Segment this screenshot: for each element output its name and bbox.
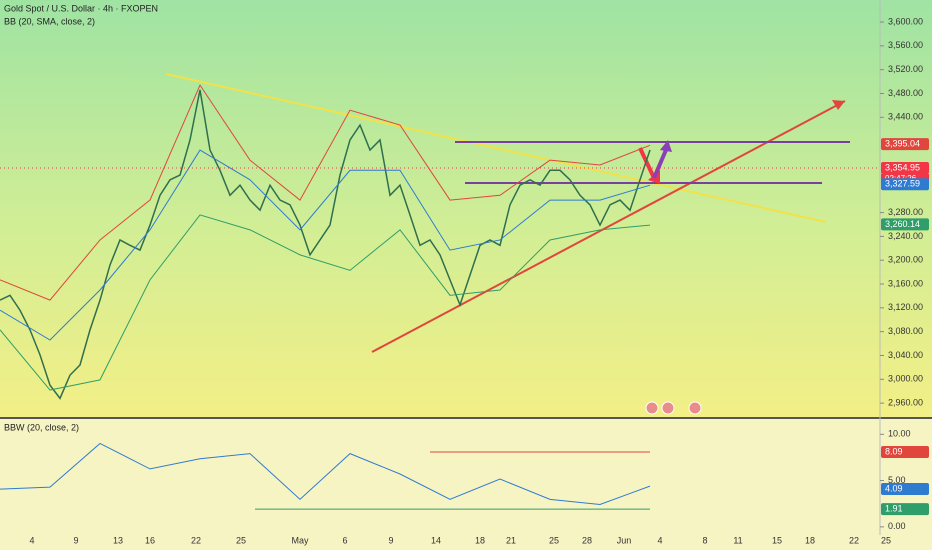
x-tick-label: 22	[191, 535, 201, 545]
price-label-box	[881, 161, 929, 174]
y-tick-label: 3,080.00	[888, 326, 923, 336]
y-tick-label: 3,280.00	[888, 207, 923, 217]
line-series	[0, 84, 651, 301]
y-tick-label: 3,560.00	[888, 40, 923, 50]
x-tick-label: 11	[733, 535, 742, 545]
y-tick-label: 3,240.00	[888, 231, 923, 241]
x-tick-label: 25	[881, 535, 891, 545]
price-label-box	[881, 503, 929, 516]
x-tick-label: 18	[475, 535, 485, 545]
price-label: 1.91	[885, 504, 903, 514]
y-tick-label: 5.00	[888, 475, 906, 485]
y-tick-label: 3,440.00	[888, 112, 923, 122]
x-tick-label: 22	[849, 535, 859, 545]
event-icon[interactable]	[645, 401, 659, 415]
x-tick-label: 13	[113, 535, 123, 545]
x-tick-label: Jun	[617, 535, 632, 545]
x-tick-label: 4	[29, 535, 34, 545]
price-label-box	[881, 178, 929, 191]
y-tick-label: 3,200.00	[888, 255, 923, 265]
x-tick-label: 15	[772, 535, 782, 545]
price-label: 3,327.59	[885, 179, 920, 189]
y-tick-label: 3,520.00	[888, 64, 923, 74]
trendline	[165, 73, 827, 223]
y-tick-label: 10.00	[888, 429, 911, 439]
price-label: 3,260.14	[885, 219, 920, 229]
price-label: 3,354.95	[885, 162, 920, 172]
indicator-label: BBW (20, close, 2)	[4, 422, 79, 432]
x-tick-label: 25	[236, 535, 246, 545]
x-tick-label: 21	[506, 535, 516, 545]
arrowhead	[660, 140, 672, 152]
price-label: 4.09	[885, 483, 903, 493]
arrow	[652, 149, 668, 179]
lower-pane	[0, 418, 932, 550]
x-tick-label: 28	[582, 535, 592, 545]
line-series	[0, 149, 651, 341]
arrow	[638, 147, 656, 179]
y-tick-label: 3,600.00	[888, 16, 923, 26]
line-series	[0, 442, 651, 505]
y-tick-label: 0.00	[888, 521, 906, 531]
y-tick-label: 2,960.00	[888, 397, 923, 407]
main-pane	[0, 0, 932, 418]
event-icon[interactable]	[688, 401, 702, 415]
y-tick-label: 3,040.00	[888, 350, 923, 360]
event-icon[interactable]	[661, 401, 675, 415]
price-label: 8.09	[885, 446, 903, 456]
x-tick-label: 9	[388, 535, 393, 545]
y-tick-label: 3,160.00	[888, 278, 923, 288]
x-tick-label: 8	[702, 535, 707, 545]
symbol-title: Gold Spot / U.S. Dollar · 4h · FXOPEN	[4, 3, 158, 13]
x-tick-label: 25	[549, 535, 559, 545]
y-tick-label: 3,480.00	[888, 88, 923, 98]
x-tick-label: 4	[657, 535, 662, 545]
x-tick-label: 9	[73, 535, 78, 545]
x-tick-label: 6	[342, 535, 347, 545]
arrowhead	[832, 100, 845, 110]
y-tick-label: 3,120.00	[888, 302, 923, 312]
line-series	[0, 214, 651, 391]
x-tick-label: May	[291, 535, 309, 545]
price-label-box	[881, 445, 929, 458]
price-label-box	[881, 482, 929, 495]
indicator-label: BB (20, SMA, close, 2)	[4, 16, 95, 26]
y-tick-label: 3,000.00	[888, 374, 923, 384]
x-tick-label: 16	[145, 535, 155, 545]
x-tick-label: 14	[431, 535, 441, 545]
x-tick-label: 18	[805, 535, 815, 545]
price-label: 3,395.04	[885, 138, 920, 148]
price-label-box	[881, 218, 929, 231]
price-label-box	[881, 138, 929, 151]
line-series	[0, 89, 651, 400]
